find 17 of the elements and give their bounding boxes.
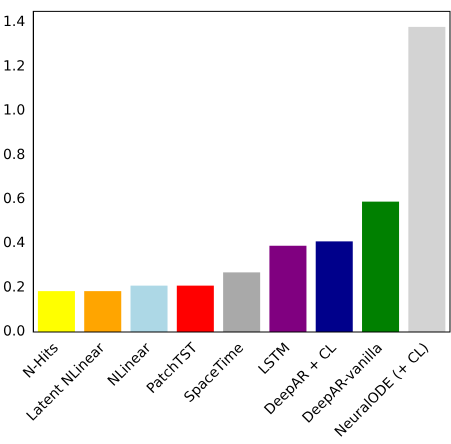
y-tick-label: 0.6 <box>3 191 26 208</box>
y-tick-label: 0.8 <box>3 146 26 163</box>
y-tick-label: 1.2 <box>3 58 26 74</box>
bar <box>362 202 400 332</box>
bar <box>223 272 260 332</box>
bar <box>130 286 168 332</box>
bar <box>408 26 446 332</box>
y-tick-label: 1.4 <box>3 14 26 30</box>
y-tick-label: 0.0 <box>3 324 26 340</box>
bar <box>316 241 353 332</box>
y-tick-label: 1.0 <box>3 102 26 119</box>
bar <box>84 291 122 332</box>
y-tick-label: 0.4 <box>3 235 26 252</box>
bar <box>38 291 75 332</box>
y-tick-label: 0.2 <box>3 279 26 296</box>
bar <box>176 286 214 332</box>
bar <box>269 246 306 332</box>
